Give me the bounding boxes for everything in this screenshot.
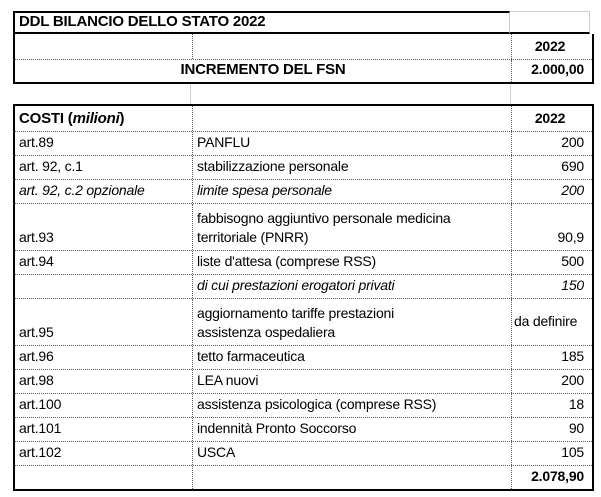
table-row: art.102 USCA 105 [15,441,592,465]
desc-cell[interactable]: liste d'attesa (comprese RSS) [192,251,511,274]
total-value-cell[interactable]: 2.078,90 [511,466,588,489]
value-cell[interactable]: 690 [511,156,588,179]
art-cell[interactable]: art.98 [19,372,54,388]
desc-cell[interactable]: assistenza psicologica (comprese RSS) [192,394,511,417]
value-cell[interactable]: da definire [511,299,588,345]
fsn-year-row: 2022 [15,34,592,59]
title-row: DDL BILANCIO DELLO STATO 2022 [13,11,590,34]
sheet-gridline [510,84,511,104]
total-row: 2.078,90 [15,465,592,489]
value-cell[interactable]: 150 [511,275,588,298]
desc-cell[interactable]: PANFLU [192,132,511,155]
table-row: art.89 PANFLU 200 [15,131,592,155]
table-row: art.101 indennità Pronto Soccorso 90 [15,417,592,441]
art-cell[interactable]: art.102 [19,444,62,460]
value-cell[interactable]: 105 [511,442,588,465]
desc-cell[interactable]: fabbisogno aggiuntivo personale medicina… [192,204,511,250]
art-cell[interactable]: art. 92, c.2 opzionale [19,182,145,198]
art-cell[interactable]: art.96 [19,348,54,364]
fsn-label-cell[interactable]: INCREMENTO DEL FSN [180,61,346,78]
value-cell[interactable]: 90,9 [511,204,588,250]
value-cell[interactable]: 200 [511,370,588,393]
table-row: art.95 aggiornamento tariffe prestazioni… [15,298,592,345]
costi-header-row: COSTI (milioni ) 2022 [15,106,592,131]
value-cell[interactable]: 18 [511,394,588,417]
art-cell[interactable]: art.89 [19,134,54,150]
empty-cell[interactable] [192,466,511,489]
fsn-value-cell[interactable]: 2.000,00 [511,60,588,82]
sheet-gridline [190,84,191,104]
value-cell[interactable]: 500 [511,251,588,274]
value-cell[interactable]: 200 [511,180,588,203]
art-cell[interactable]: art.93 [19,229,54,245]
empty-cell[interactable] [192,34,511,59]
table-row: art.96 tetto farmaceutica 185 [15,345,592,369]
costi-header-unit: milioni [72,110,120,127]
table-row: di cui prestazioni erogatori privati 150 [15,274,592,298]
costi-year-header-cell[interactable]: 2022 [511,106,588,131]
document-title-cell[interactable]: DDL BILANCIO DELLO STATO 2022 [13,11,510,34]
desc-cell[interactable]: tetto farmaceutica [192,346,511,369]
costi-table: COSTI (milioni ) 2022 art.89 PANFLU 200 … [13,104,594,491]
desc-cell[interactable]: indennità Pronto Soccorso [192,418,511,441]
fsn-table: 2022 INCREMENTO DEL FSN 2.000,00 [13,34,594,84]
costi-header-suffix: ) [119,110,125,127]
table-row: art.98 LEA nuovi 200 [15,369,592,393]
desc-cell[interactable]: stabilizzazione personale [192,156,511,179]
costi-header-cell[interactable]: COSTI (milioni ) [15,106,192,131]
fsn-year-header-cell[interactable]: 2022 [511,34,588,59]
table-row: art.93 fabbisogno aggiuntivo personale m… [15,203,592,250]
art-cell[interactable]: art.95 [19,324,54,340]
art-cell[interactable]: art.94 [19,253,54,269]
table-row: art. 92, c.2 opzionale limite spesa pers… [15,179,592,203]
value-cell[interactable]: 200 [511,132,588,155]
fsn-value-row: INCREMENTO DEL FSN 2.000,00 [15,59,592,82]
value-cell[interactable]: 185 [511,346,588,369]
desc-cell[interactable]: USCA [192,442,511,465]
desc-cell[interactable]: limite spesa personale [192,180,511,203]
art-cell[interactable]: art. 92, c.1 [19,158,83,174]
costi-header-prefix: COSTI ( [19,110,73,127]
value-cell[interactable]: 90 [511,418,588,441]
table-row: art.94 liste d'attesa (comprese RSS) 500 [15,250,592,274]
art-cell[interactable]: art.101 [19,420,62,436]
desc-cell[interactable]: aggiornamento tariffe prestazioni assist… [192,299,511,345]
art-cell[interactable] [15,275,192,298]
empty-cell[interactable] [15,34,192,59]
art-cell[interactable]: art.100 [19,396,62,412]
empty-cell[interactable] [15,466,192,489]
title-corner-empty-cell[interactable] [510,11,590,34]
table-row: art. 92, c.1 stabilizzazione personale 6… [15,155,592,179]
empty-cell[interactable] [192,106,511,131]
desc-cell[interactable]: LEA nuovi [192,370,511,393]
desc-cell[interactable]: di cui prestazioni erogatori privati [192,275,511,298]
table-row: art.100 assistenza psicologica (comprese… [15,393,592,417]
